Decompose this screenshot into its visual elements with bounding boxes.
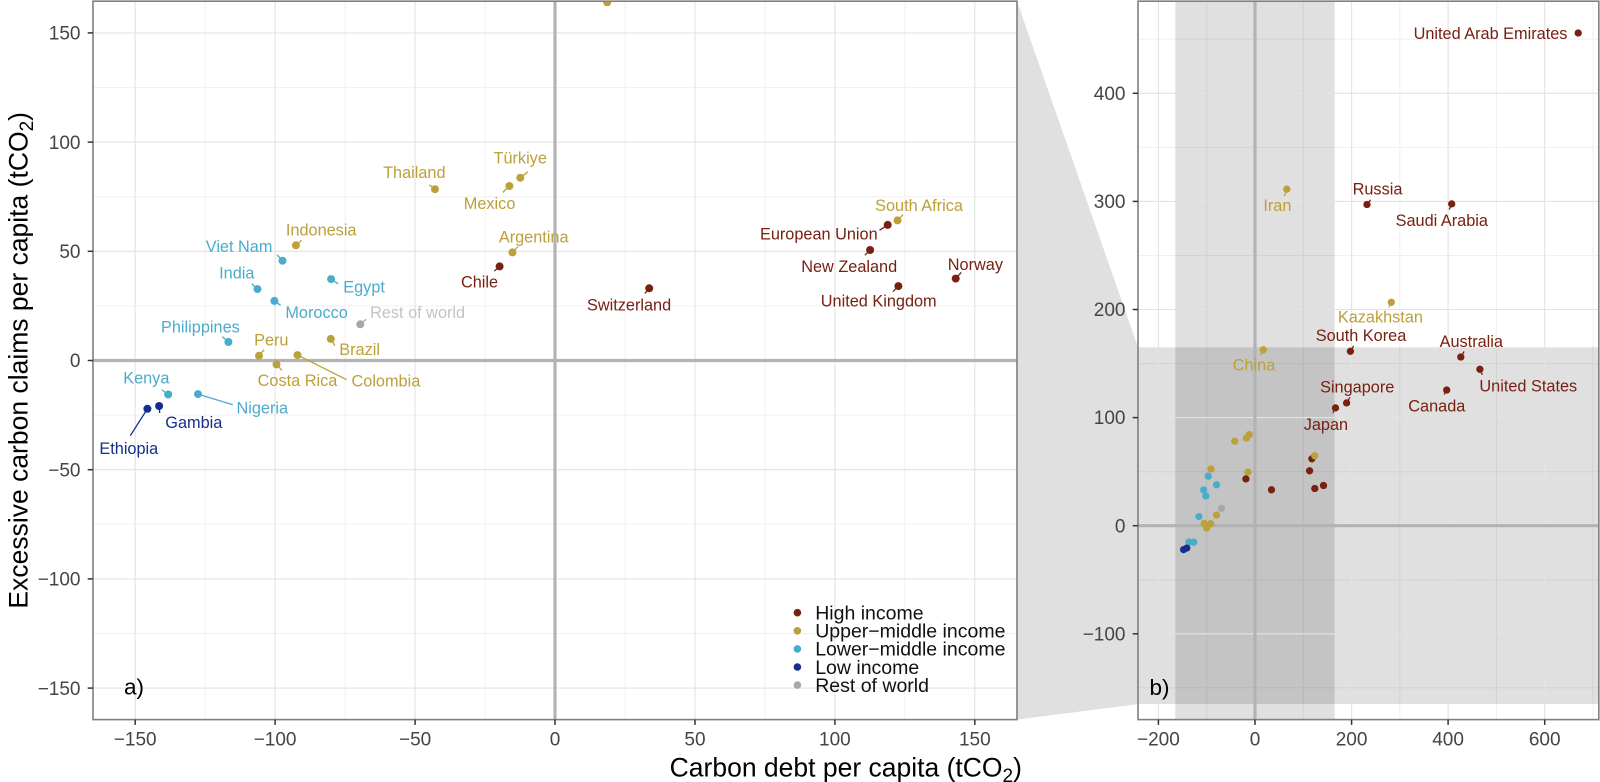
svg-text:0: 0: [550, 730, 561, 751]
svg-text:Ethiopia: Ethiopia: [99, 440, 159, 458]
svg-text:Philippines: Philippines: [161, 318, 240, 336]
svg-text:United States: United States: [1479, 378, 1577, 396]
svg-text:South Korea: South Korea: [1316, 327, 1407, 345]
svg-text:600: 600: [1529, 730, 1561, 751]
svg-text:Nigeria: Nigeria: [237, 400, 290, 418]
svg-text:Carbon debt per capita (tCO2): Carbon debt per capita (tCO2): [670, 753, 1022, 782]
svg-text:Canada: Canada: [1408, 398, 1466, 416]
svg-text:New Zealand: New Zealand: [801, 258, 897, 276]
svg-text:Iran: Iran: [1263, 197, 1291, 215]
svg-text:−100: −100: [1083, 625, 1126, 646]
svg-text:50: 50: [59, 242, 80, 263]
svg-text:50: 50: [684, 730, 705, 751]
svg-text:Morocco: Morocco: [285, 304, 347, 322]
svg-text:South Africa: South Africa: [875, 197, 964, 215]
svg-text:−50: −50: [48, 460, 80, 481]
svg-text:Viet Nam: Viet Nam: [206, 238, 273, 256]
svg-text:100: 100: [819, 730, 851, 751]
svg-text:0: 0: [1115, 516, 1126, 537]
svg-text:Rest of world: Rest of world: [370, 304, 465, 322]
svg-text:European Union: European Union: [760, 226, 878, 244]
svg-text:0: 0: [1250, 730, 1261, 751]
svg-text:Kenya: Kenya: [123, 370, 170, 388]
svg-text:400: 400: [1094, 84, 1126, 105]
svg-text:Norway: Norway: [948, 256, 1004, 274]
svg-text:−150: −150: [114, 730, 157, 751]
svg-text:150: 150: [959, 730, 991, 751]
svg-text:Chile: Chile: [461, 273, 498, 291]
svg-text:Saudi Arabia: Saudi Arabia: [1396, 212, 1489, 230]
svg-text:400: 400: [1432, 730, 1464, 751]
svg-text:150: 150: [49, 24, 81, 45]
svg-text:Lower−middle income: Lower−middle income: [815, 639, 1005, 661]
svg-text:Excessive carbon claims per ca: Excessive carbon claims per capita (tCO2…: [4, 112, 39, 609]
svg-text:300: 300: [1094, 192, 1126, 213]
svg-text:Thailand: Thailand: [383, 164, 445, 182]
svg-text:Russia: Russia: [1353, 180, 1404, 198]
svg-text:Brazil: Brazil: [339, 341, 380, 359]
svg-text:United Arab Emirates: United Arab Emirates: [1414, 25, 1568, 43]
svg-text:Argentina: Argentina: [499, 228, 570, 246]
svg-text:200: 200: [1094, 300, 1126, 321]
svg-text:−150: −150: [38, 679, 81, 700]
svg-text:−100: −100: [254, 730, 297, 751]
svg-text:−50: −50: [399, 730, 431, 751]
svg-text:0: 0: [70, 351, 81, 372]
svg-text:Australia: Australia: [1440, 333, 1504, 351]
svg-text:Upper−middle income: Upper−middle income: [815, 621, 1005, 643]
svg-text:Colombia: Colombia: [352, 373, 422, 391]
svg-text:Japan: Japan: [1304, 416, 1348, 434]
svg-text:Peru: Peru: [254, 332, 288, 350]
svg-text:Low income: Low income: [815, 657, 919, 679]
svg-text:100: 100: [49, 133, 81, 154]
svg-text:China: China: [1233, 357, 1276, 375]
svg-text:Rest of world: Rest of world: [815, 675, 929, 697]
svg-text:Türkiye: Türkiye: [494, 150, 547, 168]
svg-text:Singapore: Singapore: [1320, 379, 1394, 397]
svg-text:United Kingdom: United Kingdom: [821, 293, 937, 311]
svg-text:200: 200: [1336, 730, 1368, 751]
svg-text:−200: −200: [1137, 730, 1180, 751]
svg-text:−100: −100: [38, 570, 81, 591]
svg-text:b): b): [1150, 675, 1170, 700]
svg-text:Gambia: Gambia: [165, 414, 223, 432]
svg-text:India: India: [219, 265, 255, 283]
svg-text:Mexico: Mexico: [464, 195, 516, 213]
svg-text:100: 100: [1094, 408, 1126, 429]
svg-text:a): a): [124, 675, 144, 700]
svg-text:Switzerland: Switzerland: [587, 297, 671, 315]
svg-text:Costa Rica: Costa Rica: [258, 372, 339, 390]
svg-text:High income: High income: [815, 603, 923, 625]
svg-text:Kazakhstan: Kazakhstan: [1338, 308, 1423, 326]
svg-text:Egypt: Egypt: [343, 278, 385, 296]
svg-text:Indonesia: Indonesia: [286, 222, 358, 240]
